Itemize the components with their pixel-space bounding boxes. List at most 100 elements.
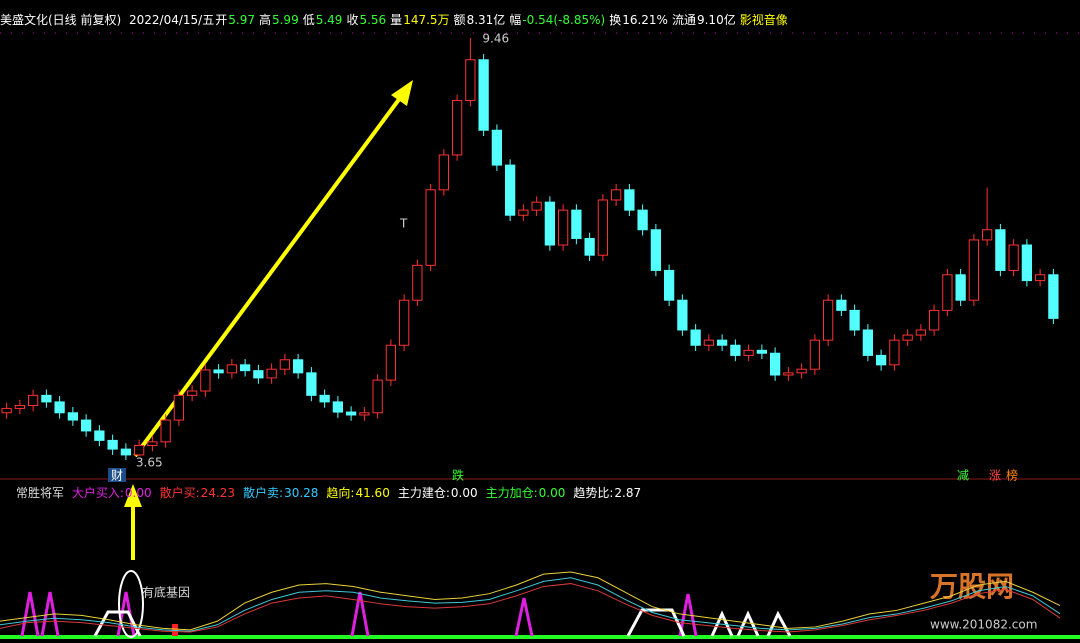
quote-value: 9.10亿 xyxy=(696,13,736,27)
indicator-line xyxy=(0,571,1061,631)
indicator-bar: 常胜将军 大户买入:0.00 散户买:24.23 散户卖:30.28 趋向:41.60… xyxy=(16,484,649,501)
candle-body xyxy=(915,329,927,336)
indicator-annotation: 有底基因 xyxy=(142,585,190,600)
readout-value: 24.23 xyxy=(200,486,236,500)
quote-label: 收 xyxy=(346,13,359,27)
candle-body xyxy=(385,344,397,381)
quote-value: 5.99 xyxy=(271,13,299,27)
quote-label: 幅 xyxy=(509,13,522,27)
candle-body xyxy=(1008,244,1019,271)
candle-body xyxy=(1048,274,1059,319)
readout-value: 0.00 xyxy=(450,486,478,500)
candle-body xyxy=(213,369,224,374)
indicator-title: 常胜将军 xyxy=(16,486,65,500)
candle-body xyxy=(677,299,688,331)
quote-value: 147.5万 xyxy=(403,13,450,27)
candle-body xyxy=(345,411,357,416)
quote-bar: 美盛文化(日线 前复权) 2022/04/15/五开5.97 高5.99 低5.49… xyxy=(0,11,789,28)
arrow-head xyxy=(124,484,142,507)
candle-body xyxy=(663,269,675,301)
quote-label: 开 xyxy=(215,13,228,27)
candle-body xyxy=(928,309,940,331)
candle-body xyxy=(253,370,264,379)
sector: 影视音像 xyxy=(739,13,788,27)
quote-value: 16.21% xyxy=(622,13,668,27)
readout-value: 2.87 xyxy=(614,486,642,500)
candle-body xyxy=(478,59,489,131)
signal: 涨 xyxy=(989,468,1001,483)
candle-body xyxy=(889,339,900,366)
candle-body xyxy=(968,239,980,301)
candle-body xyxy=(743,349,754,356)
quote-label: 额 xyxy=(453,13,466,27)
candle-body xyxy=(597,199,609,256)
candle-body xyxy=(942,274,953,311)
candle-body xyxy=(491,129,503,166)
quote-label: 低 xyxy=(302,13,315,27)
signal: 跌 xyxy=(452,468,464,483)
candle-body xyxy=(981,229,993,241)
quote-label: 量 xyxy=(390,13,403,27)
indicator-line xyxy=(0,577,1061,632)
quote-label: 流通 xyxy=(671,13,696,27)
readout-label: 主力加仓: xyxy=(485,486,538,500)
candle-body xyxy=(319,394,330,403)
candle-body xyxy=(875,354,887,366)
stock-title: 美盛文化(日线 前复权) xyxy=(0,13,122,27)
candle-body xyxy=(637,209,648,231)
candle-body xyxy=(1,407,12,414)
candle-body xyxy=(716,339,728,346)
candle-body xyxy=(94,430,105,441)
signal: 减 xyxy=(957,469,969,483)
readout-value: 0.00 xyxy=(124,486,152,500)
candle-body xyxy=(557,209,569,246)
candle-body xyxy=(571,209,582,239)
candle-body xyxy=(703,339,715,346)
quote-value: 5.56 xyxy=(359,13,387,27)
signal-bg xyxy=(108,468,126,482)
readout-label: 散户买: xyxy=(159,486,200,500)
candle-body xyxy=(160,419,171,443)
candle-body xyxy=(451,99,463,156)
candle-body xyxy=(200,369,211,392)
candle-body xyxy=(425,189,436,266)
quote-label: 高 xyxy=(258,13,271,27)
candle-body xyxy=(147,441,158,446)
candle-body xyxy=(783,372,794,376)
candle-body xyxy=(67,412,79,421)
candle-body xyxy=(465,59,476,101)
candle-body xyxy=(120,448,132,456)
candle-body xyxy=(27,394,39,407)
signal: 财 xyxy=(111,469,123,483)
candle-body xyxy=(995,229,1006,271)
quote-value: 5.49 xyxy=(315,13,343,27)
low-label: 3.65 xyxy=(136,456,163,470)
candle-body xyxy=(610,189,622,201)
high-label: 9.46 xyxy=(482,32,509,46)
candle-body xyxy=(690,329,701,346)
readout-label: 主力建仓: xyxy=(397,486,450,500)
candle-body xyxy=(584,237,595,256)
candle-body xyxy=(1021,244,1033,282)
candle-body xyxy=(14,405,26,409)
readout-label: 趋势比: xyxy=(573,486,614,500)
candle-body xyxy=(412,264,423,301)
candle-body xyxy=(107,439,118,450)
candle-body xyxy=(239,364,251,372)
candle-body xyxy=(756,349,768,354)
readout-label: 趋向: xyxy=(326,486,355,500)
candle-body xyxy=(332,401,344,413)
arrow-head xyxy=(391,80,413,106)
candle-body xyxy=(849,309,860,331)
indicator-line xyxy=(0,583,1061,633)
signals: 财 跌 减 涨 榜 xyxy=(108,468,1018,483)
candle-body xyxy=(266,368,277,379)
candle-body xyxy=(398,299,410,346)
candle-body xyxy=(809,339,821,370)
signal: 榜 xyxy=(1006,468,1018,483)
triangles xyxy=(20,591,698,637)
highlight-ellipse xyxy=(118,570,144,638)
readout-value: 0.00 xyxy=(538,486,566,500)
